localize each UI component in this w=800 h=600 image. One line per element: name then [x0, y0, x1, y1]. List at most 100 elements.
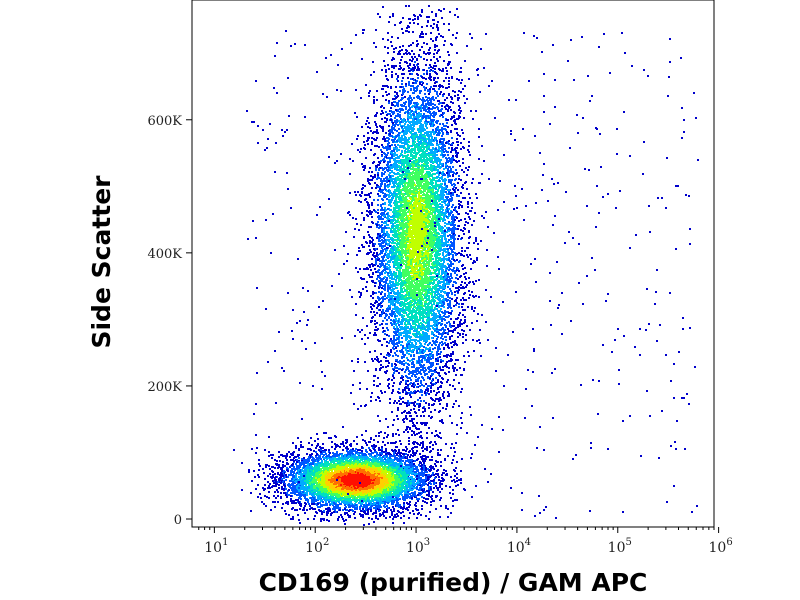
data-point	[369, 249, 371, 251]
data-point	[454, 291, 456, 293]
data-point	[433, 280, 435, 282]
data-point	[468, 355, 470, 357]
data-point	[445, 209, 447, 211]
data-point	[389, 280, 391, 282]
data-point	[391, 186, 393, 188]
data-point	[477, 74, 479, 76]
data-point	[384, 207, 386, 209]
data-point	[435, 485, 437, 487]
data-point	[371, 308, 373, 310]
data-point	[432, 115, 434, 117]
data-point	[428, 407, 430, 409]
data-point	[450, 101, 452, 103]
data-point	[384, 140, 386, 142]
data-point	[426, 432, 428, 434]
data-point	[407, 65, 409, 67]
data-point	[449, 268, 451, 270]
data-point	[469, 154, 471, 156]
data-point	[442, 201, 444, 203]
data-point	[430, 133, 432, 135]
data-point	[372, 272, 374, 274]
data-point	[408, 84, 410, 86]
data-point	[422, 107, 424, 109]
data-point	[357, 191, 359, 193]
data-point	[384, 186, 386, 188]
data-point	[451, 277, 453, 279]
data-point	[373, 71, 375, 73]
data-point	[389, 340, 391, 342]
data-point	[438, 174, 440, 176]
data-point	[349, 214, 351, 216]
data-point	[381, 256, 383, 258]
data-point	[371, 187, 373, 189]
data-point	[397, 246, 399, 248]
data-point	[447, 241, 449, 243]
data-point	[422, 124, 424, 126]
data-point	[437, 398, 439, 400]
data-point	[449, 336, 451, 338]
data-point	[418, 197, 420, 199]
data-point	[443, 391, 445, 393]
data-point	[388, 199, 390, 201]
data-point	[368, 207, 370, 209]
data-point	[450, 330, 452, 332]
data-point	[377, 221, 379, 223]
data-point	[402, 86, 404, 88]
data-point	[431, 166, 433, 168]
data-point	[387, 434, 389, 436]
data-point	[408, 18, 410, 20]
data-point	[391, 135, 393, 137]
data-point	[436, 24, 438, 26]
data-point	[386, 370, 388, 372]
data-point	[388, 178, 390, 180]
data-point	[387, 287, 389, 289]
data-point	[421, 336, 423, 338]
data-point	[450, 238, 452, 240]
data-point	[438, 110, 440, 112]
data-point	[380, 106, 382, 108]
data-point	[376, 237, 378, 239]
data-point	[464, 267, 466, 269]
data-point	[361, 58, 363, 60]
data-point	[441, 176, 443, 178]
data-point	[481, 145, 483, 147]
data-point	[397, 176, 399, 178]
data-point	[485, 211, 487, 213]
data-point	[390, 314, 392, 316]
data-point	[442, 254, 444, 256]
data-point	[445, 129, 447, 131]
data-point	[371, 202, 373, 204]
data-point	[430, 366, 432, 368]
data-point	[406, 139, 408, 141]
data-point	[422, 115, 424, 117]
data-point	[433, 390, 435, 392]
data-point	[369, 127, 371, 129]
data-point	[468, 166, 470, 168]
data-point	[429, 347, 431, 349]
data-point	[451, 206, 453, 208]
data-point	[384, 298, 386, 300]
data-point	[402, 32, 404, 34]
data-point	[469, 254, 471, 256]
data-point	[401, 176, 403, 178]
data-point	[382, 327, 384, 329]
data-point	[395, 308, 397, 310]
data-point	[375, 29, 377, 31]
data-point	[403, 105, 405, 107]
data-point	[463, 299, 465, 301]
data-point	[389, 159, 391, 161]
data-point	[426, 246, 428, 248]
data-point	[389, 398, 391, 400]
data-point	[405, 83, 407, 85]
data-point	[367, 117, 369, 119]
data-point	[449, 384, 451, 386]
data-point	[444, 274, 446, 276]
data-point	[454, 191, 456, 193]
data-point	[369, 266, 371, 268]
data-point	[424, 359, 426, 361]
data-point	[443, 60, 445, 62]
data-point	[379, 369, 381, 371]
data-point	[370, 295, 372, 297]
data-point	[346, 260, 348, 262]
data-point	[381, 118, 383, 120]
